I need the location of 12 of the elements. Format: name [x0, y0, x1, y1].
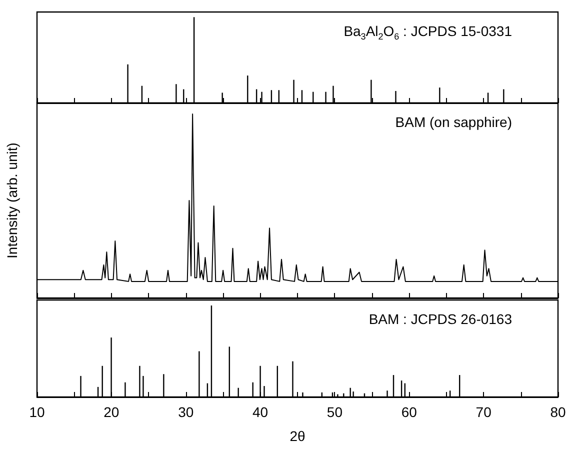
x-axis-title: 2θ	[290, 428, 306, 444]
x-tick-label: 20	[104, 404, 120, 420]
x-tick-label: 60	[401, 404, 418, 420]
x-tick-label: 80	[550, 404, 566, 420]
x-tick-label: 50	[326, 404, 343, 420]
annotation: BAM (on sapphire)	[395, 114, 512, 130]
y-axis-title: Intensity (arb. unit)	[4, 142, 20, 258]
x-tick-label: 40	[252, 404, 268, 420]
x-tick-label: 70	[476, 404, 492, 420]
x-tick-label: 10	[29, 404, 45, 420]
annotation: BAM : JCPDS 26-0163	[368, 311, 512, 327]
x-tick-label: 30	[178, 404, 194, 420]
